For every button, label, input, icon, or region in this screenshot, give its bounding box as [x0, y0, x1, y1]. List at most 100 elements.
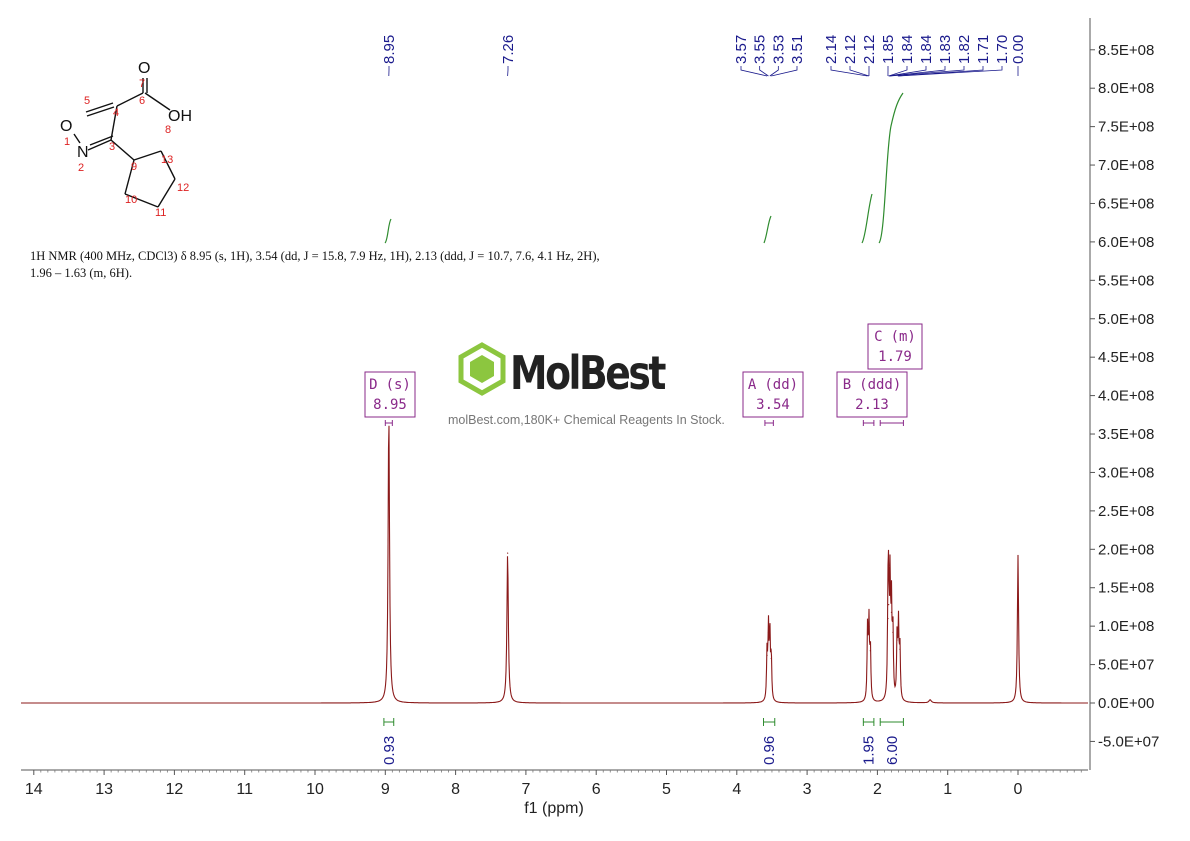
y-tick-label: 6.0E+08 [1098, 234, 1154, 251]
multiplet-shift: 3.54 [756, 397, 790, 413]
peak-label-connector [888, 66, 927, 77]
peak-label: 3.51 [789, 35, 806, 64]
multiplet-type: (s) [386, 377, 411, 393]
peak-label-connector [849, 66, 870, 77]
y-tick-label: 7.0E+08 [1098, 157, 1154, 174]
y-tick-label: 8.0E+08 [1098, 80, 1154, 97]
y-tick-label: 5.5E+08 [1098, 272, 1154, 289]
integral-value: 0.96 [761, 736, 778, 765]
peak-label: 2.12 [842, 35, 859, 64]
nmr-description: 1H NMR (400 MHz, CDCl3) δ 8.95 (s, 1H), … [30, 248, 620, 282]
multiplet-shift: 1.79 [878, 349, 912, 365]
peak-label: 8.95 [381, 35, 398, 64]
y-tick-label: 0.0E+00 [1098, 695, 1154, 712]
atom-number: 7 [139, 78, 145, 90]
nmr-description-text: 1H NMR (400 MHz, CDCl3) δ 8.95 (s, 1H), … [30, 249, 600, 280]
peak-label: 2.14 [823, 35, 840, 64]
peak-point [888, 604, 890, 606]
watermark-brand: MolBest [510, 346, 666, 400]
x-tick-label: 5 [662, 781, 671, 798]
multiplet-box [867, 323, 923, 370]
multiplet-box [742, 371, 804, 418]
multiplet-type: (dd) [764, 377, 798, 393]
atom-number: 10 [125, 194, 137, 206]
integral-curve [384, 218, 392, 244]
y-tick-label: 4.0E+08 [1098, 388, 1154, 405]
peak-point [1017, 554, 1019, 557]
multiplet-title: B (ddd) [843, 377, 902, 393]
peak-label: 0.00 [1010, 35, 1027, 64]
peak-point [868, 625, 870, 627]
atom-number: 9 [131, 161, 137, 173]
atom-number: 11 [155, 207, 166, 219]
y-tick-label: 2.5E+08 [1098, 503, 1154, 520]
spectrum-trace [21, 425, 1088, 704]
y-tick-label: 4.5E+08 [1098, 349, 1154, 366]
x-tick-label: 1 [943, 781, 952, 798]
spectrum-line [21, 411, 1088, 704]
y-tick-label: 6.5E+08 [1098, 195, 1154, 212]
y-tick-label: 5.0E+08 [1098, 311, 1154, 328]
multiplet-id: D [369, 377, 377, 393]
atom-number: 4 [113, 107, 119, 119]
y-tick-label: 3.5E+08 [1098, 426, 1154, 443]
molecule-labels: O OH O N 1 2 3 4 5 6 7 8 9 10 11 12 13 [60, 60, 192, 219]
multiplet-id: B [843, 377, 851, 393]
peak-label: 1.84 [899, 35, 916, 64]
x-tick-label: 3 [803, 781, 812, 798]
multiplet-id: C [874, 329, 882, 345]
peak-label-connector [769, 66, 779, 77]
peak-label: 3.53 [770, 35, 787, 64]
y-tick-label: 1.0E+08 [1098, 618, 1154, 635]
peak-point [896, 639, 898, 641]
multiplet-type: (m) [891, 329, 916, 345]
integral-value: 1.95 [861, 736, 878, 765]
watermark-tagline: molBest.com,180K+ Chemical Reagents In S… [448, 413, 725, 427]
peak-label: 1.82 [956, 35, 973, 64]
atom-label: O [138, 60, 150, 77]
multiplet-title: A (dd) [748, 377, 798, 393]
y-tick-label: 2.0E+08 [1098, 541, 1154, 558]
y-tick-label: -5.0E+07 [1098, 733, 1159, 750]
peak-label: 1.83 [937, 35, 954, 64]
atom-number: 12 [177, 182, 189, 194]
atom-label: N [77, 144, 89, 161]
y-tick-label: 7.5E+08 [1098, 119, 1154, 136]
peak-label: 1.84 [918, 35, 935, 64]
multiplet-box [836, 371, 908, 418]
atom-number: 1 [64, 136, 70, 148]
x-tick-label: 6 [592, 781, 601, 798]
peak-labels: 8.95 7.26 3.57 3.55 3.53 3.51 2.14 2.12 2.12 1.85… [381, 35, 1027, 77]
peak-label: 2.12 [861, 35, 878, 64]
multiplet-box [364, 371, 416, 418]
peak-point [767, 631, 770, 633]
peak-label: 7.26 [500, 35, 517, 64]
peak-point [887, 617, 889, 620]
peak-label: 1.71 [975, 35, 992, 64]
peak-point [889, 588, 891, 590]
integral-regions: 0.93 0.96 1.95 6.00 [381, 718, 904, 765]
peak-label: 3.57 [733, 35, 750, 64]
peak-label-connector [771, 66, 798, 77]
integral-curve [878, 92, 904, 244]
peak-point [869, 650, 871, 652]
integral-value: 6.00 [884, 736, 901, 765]
x-tick-label: 0 [1014, 781, 1023, 798]
x-tick-label: 13 [95, 781, 113, 798]
x-tick-label: 10 [306, 781, 324, 798]
atom-number: 3 [109, 141, 115, 153]
peak-point [507, 552, 509, 554]
x-tick-label: 12 [166, 781, 184, 798]
peak-point [769, 634, 771, 636]
y-tick-label: 8.5E+08 [1098, 42, 1154, 59]
x-tick-label: 2 [873, 781, 882, 798]
atom-number: 8 [165, 124, 171, 136]
x-axis-title: f1 (ppm) [524, 800, 584, 817]
integral-value: 0.93 [381, 736, 398, 765]
x-tick-label: 4 [732, 781, 741, 798]
integral-curve [763, 215, 772, 244]
multiplet-title: C (m) [874, 329, 916, 345]
atom-label: OH [168, 108, 192, 125]
y-tick-label: 1.5E+08 [1098, 580, 1154, 597]
